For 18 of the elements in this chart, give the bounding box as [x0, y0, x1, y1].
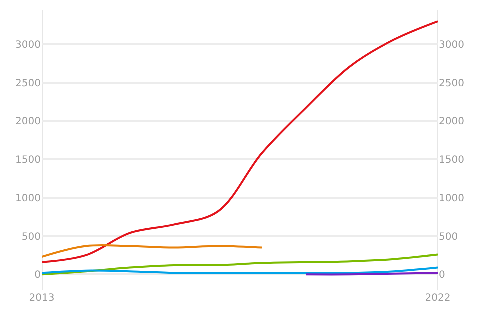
y-tick-label: 500 — [22, 232, 41, 243]
y2-tick-label: 500 — [439, 232, 458, 243]
line-series — [42, 20, 438, 264]
line-series — [42, 254, 438, 276]
y2-tick-label: 2500 — [439, 78, 464, 90]
y2-tick-label: 3000 — [439, 40, 464, 52]
y2-tick-label: 1500 — [439, 155, 464, 166]
y2-tick-label: 1000 — [439, 193, 464, 204]
y-tick-label: 2500 — [16, 78, 41, 90]
y-tick-label: 2000 — [16, 116, 41, 128]
x-tick-label: 2022 — [425, 293, 451, 304]
y-tick-label: 3000 — [16, 40, 41, 52]
y2-tick-label: 0 — [439, 270, 446, 282]
y-tick-label: 0 — [34, 270, 41, 282]
y-tick-label: 1500 — [16, 155, 41, 166]
y-tick-label: 1000 — [16, 193, 41, 204]
x-tick-label: 2013 — [29, 293, 55, 304]
y2-tick-label: 2000 — [439, 116, 464, 128]
